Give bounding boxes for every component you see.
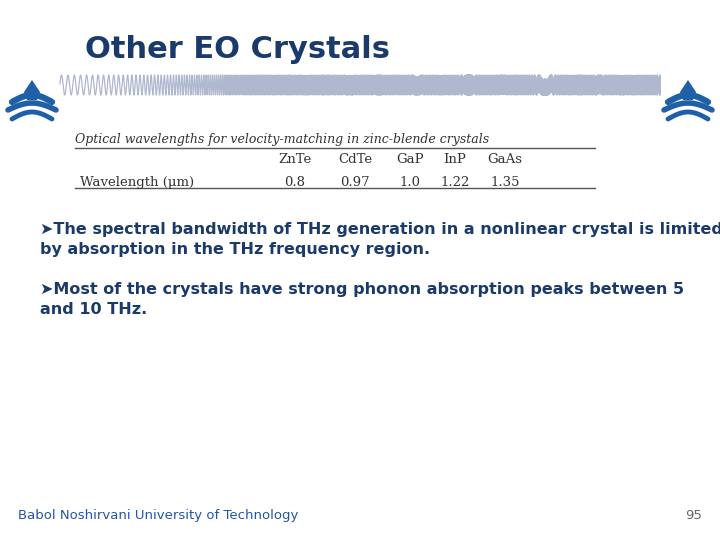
Text: 0.97: 0.97 [340,176,370,189]
Text: 1.0: 1.0 [400,176,420,189]
Text: InP: InP [444,153,467,166]
Text: Optical wavelengths for velocity-matching in zinc-blende crystals: Optical wavelengths for velocity-matchin… [75,133,489,146]
Text: 95: 95 [685,509,702,522]
Text: by absorption in the THz frequency region.: by absorption in the THz frequency regio… [40,242,430,257]
Text: 1.35: 1.35 [490,176,520,189]
Text: GaP: GaP [396,153,424,166]
Text: Babol Noshirvani University of Technology: Babol Noshirvani University of Technolog… [18,509,298,522]
Text: Wavelength (μm): Wavelength (μm) [80,176,194,189]
Text: Other EO Crystals: Other EO Crystals [85,35,390,64]
Text: ➤The spectral bandwidth of THz generation in a nonlinear crystal is limited: ➤The spectral bandwidth of THz generatio… [40,222,720,237]
Text: ➤Most of the crystals have strong phonon absorption peaks between 5: ➤Most of the crystals have strong phonon… [40,282,684,297]
Text: 1.22: 1.22 [441,176,469,189]
Polygon shape [24,80,40,100]
Text: ZnTe: ZnTe [279,153,312,166]
Text: 0.8: 0.8 [284,176,305,189]
Text: CdTe: CdTe [338,153,372,166]
Text: and 10 THz.: and 10 THz. [40,302,148,317]
Polygon shape [680,80,696,100]
Text: GaAs: GaAs [487,153,523,166]
